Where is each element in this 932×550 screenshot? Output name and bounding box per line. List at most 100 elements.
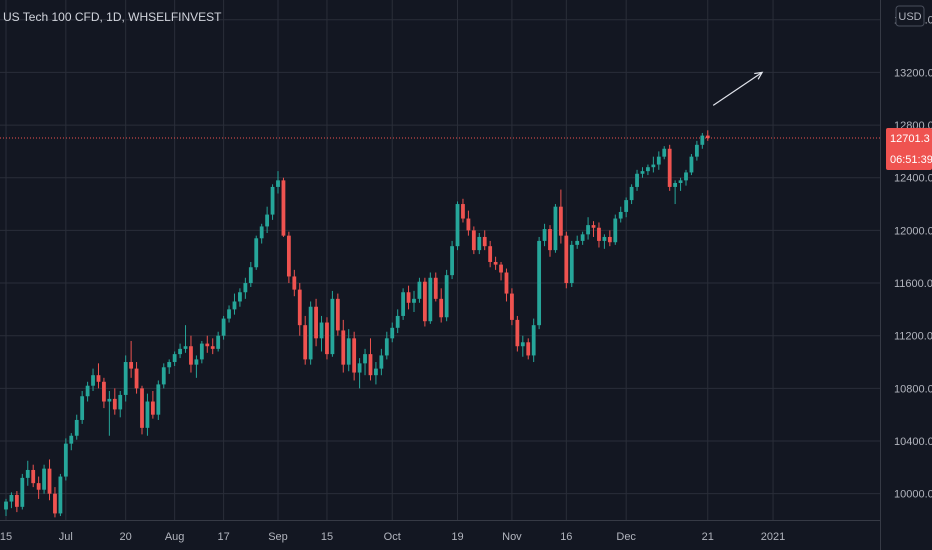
candle[interactable] <box>25 460 30 486</box>
candle[interactable] <box>428 272 433 324</box>
candle[interactable] <box>493 256 498 270</box>
candle[interactable] <box>510 288 514 326</box>
candle[interactable] <box>607 230 612 247</box>
candle[interactable] <box>531 318 536 363</box>
candle[interactable] <box>651 156 656 173</box>
candle[interactable] <box>292 269 297 297</box>
candle[interactable] <box>335 293 340 336</box>
candle[interactable] <box>705 130 710 141</box>
candle[interactable] <box>548 225 552 257</box>
candle[interactable] <box>417 277 422 303</box>
candle[interactable] <box>303 315 308 365</box>
candle[interactable] <box>281 177 286 237</box>
candle[interactable] <box>406 285 411 310</box>
candle[interactable] <box>210 338 215 355</box>
candle[interactable] <box>629 184 634 205</box>
candle[interactable] <box>678 177 683 191</box>
currency-button[interactable]: USD <box>895 5 925 27</box>
candle[interactable] <box>330 290 335 357</box>
projection-arrow[interactable] <box>712 71 764 106</box>
candle[interactable] <box>586 217 590 240</box>
candle[interactable] <box>341 319 346 373</box>
candle[interactable] <box>47 459 52 501</box>
candle[interactable] <box>646 164 650 176</box>
candle[interactable] <box>591 221 596 237</box>
candle[interactable] <box>134 362 139 394</box>
candle[interactable] <box>656 151 661 170</box>
candle[interactable] <box>455 201 460 251</box>
candle[interactable] <box>694 140 699 161</box>
candles-group[interactable] <box>4 130 710 518</box>
candle[interactable] <box>259 223 264 244</box>
candle[interactable] <box>96 363 101 389</box>
candle[interactable] <box>357 358 362 389</box>
candle[interactable] <box>346 329 351 372</box>
candle[interactable] <box>662 146 667 160</box>
candle[interactable] <box>466 210 471 236</box>
candle[interactable] <box>444 269 449 322</box>
candle[interactable] <box>63 438 68 481</box>
candle[interactable] <box>526 338 531 360</box>
candle[interactable] <box>80 390 85 424</box>
candle[interactable] <box>537 236 542 330</box>
price-axis-background[interactable] <box>880 0 932 550</box>
candle[interactable] <box>395 309 400 334</box>
candle[interactable] <box>270 184 275 220</box>
candle[interactable] <box>461 198 465 223</box>
candle[interactable] <box>69 433 74 451</box>
candle[interactable] <box>232 293 237 315</box>
candle[interactable] <box>613 214 618 245</box>
candle[interactable] <box>58 473 63 517</box>
candle[interactable] <box>602 234 607 249</box>
candle[interactable] <box>401 288 406 320</box>
candle[interactable] <box>42 464 46 494</box>
candle[interactable] <box>118 390 123 418</box>
candle[interactable] <box>194 355 199 378</box>
candle[interactable] <box>363 348 367 376</box>
candle[interactable] <box>145 393 150 436</box>
candle[interactable] <box>624 197 629 218</box>
candle[interactable] <box>575 235 580 249</box>
candle[interactable] <box>20 473 25 510</box>
symbol-title[interactable]: US Tech 100 CFD, 1D, WHSELFINVEST <box>3 10 222 24</box>
candle[interactable] <box>276 171 280 194</box>
candle[interactable] <box>379 348 384 376</box>
candle[interactable] <box>515 315 520 352</box>
candle[interactable] <box>412 290 416 312</box>
candle[interactable] <box>216 331 221 352</box>
candle[interactable] <box>520 335 525 357</box>
candle[interactable] <box>140 385 144 435</box>
candle[interactable] <box>488 240 493 268</box>
candle[interactable] <box>635 169 639 191</box>
candle[interactable] <box>580 231 585 245</box>
candle[interactable] <box>667 144 672 191</box>
candle[interactable] <box>31 464 36 488</box>
candle[interactable] <box>123 355 128 402</box>
candle[interactable] <box>597 222 601 248</box>
candle[interactable] <box>167 359 172 374</box>
candle[interactable] <box>199 340 204 364</box>
candle[interactable] <box>254 235 259 270</box>
candle[interactable] <box>471 226 476 255</box>
candle[interactable] <box>504 268 509 302</box>
candle[interactable] <box>243 277 248 299</box>
candle[interactable] <box>297 283 302 336</box>
candle[interactable] <box>189 335 193 373</box>
time-axis[interactable]: 15 Jul 20 Aug 17 Sep 15 Oct 19 Nov 16 Dec 21 2021 <box>0 531 785 543</box>
candle[interactable] <box>700 132 705 149</box>
candle[interactable] <box>499 261 503 281</box>
candle[interactable] <box>112 388 117 415</box>
candle[interactable] <box>564 231 569 289</box>
candle[interactable] <box>542 223 547 247</box>
candle[interactable] <box>14 491 19 513</box>
candle[interactable] <box>618 206 623 223</box>
candle[interactable] <box>553 204 558 253</box>
candle[interactable] <box>673 180 678 205</box>
candle[interactable] <box>433 272 438 302</box>
candle[interactable] <box>178 343 182 359</box>
candle[interactable] <box>4 498 8 517</box>
candle[interactable] <box>248 261 253 287</box>
candle[interactable] <box>221 315 226 340</box>
candle[interactable] <box>352 331 357 381</box>
candle[interactable] <box>374 362 378 385</box>
